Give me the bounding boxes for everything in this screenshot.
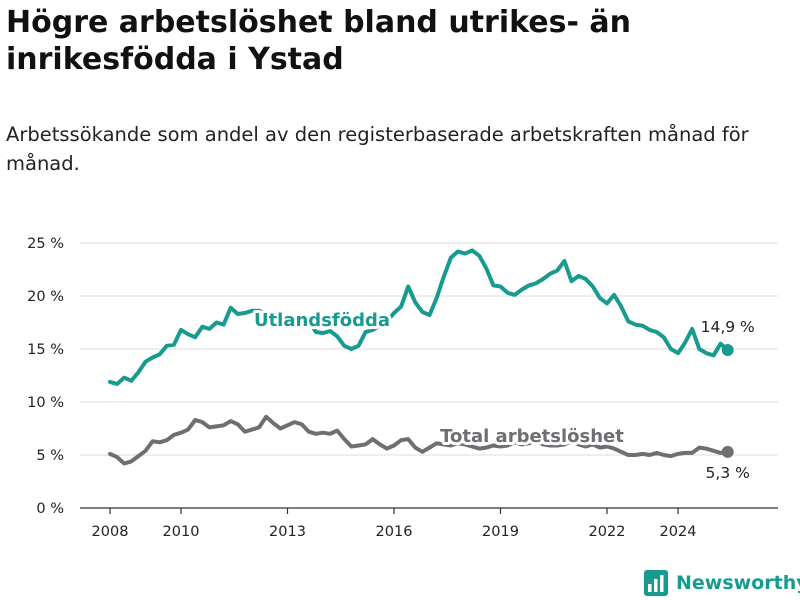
- y-tick-label: 5 %: [36, 448, 64, 464]
- page-subtitle: Arbetssökande som andel av den registerb…: [6, 123, 749, 175]
- y-tick-label: 15 %: [27, 342, 64, 358]
- bar-chart-logo-icon: [644, 570, 668, 596]
- x-tick-label: 2008: [92, 524, 129, 540]
- series-total: Total arbetslöshet 5,3 %: [108, 414, 750, 482]
- end-value-label-utlandsfodda: 14,9 %: [701, 318, 755, 336]
- y-tick-label: 0 %: [36, 501, 64, 517]
- series-line-utlandsfodda: [108, 248, 730, 386]
- series-utlandsfodda: Utlandsfödda 14,9 %: [108, 248, 755, 386]
- end-point-utlandsfodda: [721, 344, 734, 357]
- y-axis-ticks: 0 % 5 % 10 % 15 % 20 % 25 %: [27, 236, 64, 517]
- x-tick-label: 2016: [376, 524, 413, 540]
- end-value-label-total: 5,3 %: [706, 464, 750, 482]
- series-label-total: Total arbetslöshet: [440, 426, 624, 447]
- page-title: Högre arbetslöshet bland utrikes- än inr…: [6, 5, 631, 77]
- y-tick-label: 10 %: [27, 395, 64, 411]
- x-tick-label: 2024: [660, 524, 697, 540]
- x-tick-label: 2010: [163, 524, 200, 540]
- x-tick-label: 2022: [589, 524, 626, 540]
- brand-name: Newsworthy: [676, 572, 800, 594]
- x-axis: 2008 2010 2013 2016 2019 2022 2024: [80, 507, 778, 540]
- y-tick-label: 25 %: [27, 236, 64, 252]
- brand: Newsworthy: [644, 568, 800, 598]
- end-point-total: [721, 445, 734, 458]
- x-tick-label: 2013: [269, 524, 306, 540]
- y-tick-label: 20 %: [27, 289, 64, 305]
- series-line-total: [108, 414, 730, 466]
- x-tick-label: 2019: [482, 524, 519, 540]
- series-label-utlandsfodda: Utlandsfödda: [254, 310, 390, 331]
